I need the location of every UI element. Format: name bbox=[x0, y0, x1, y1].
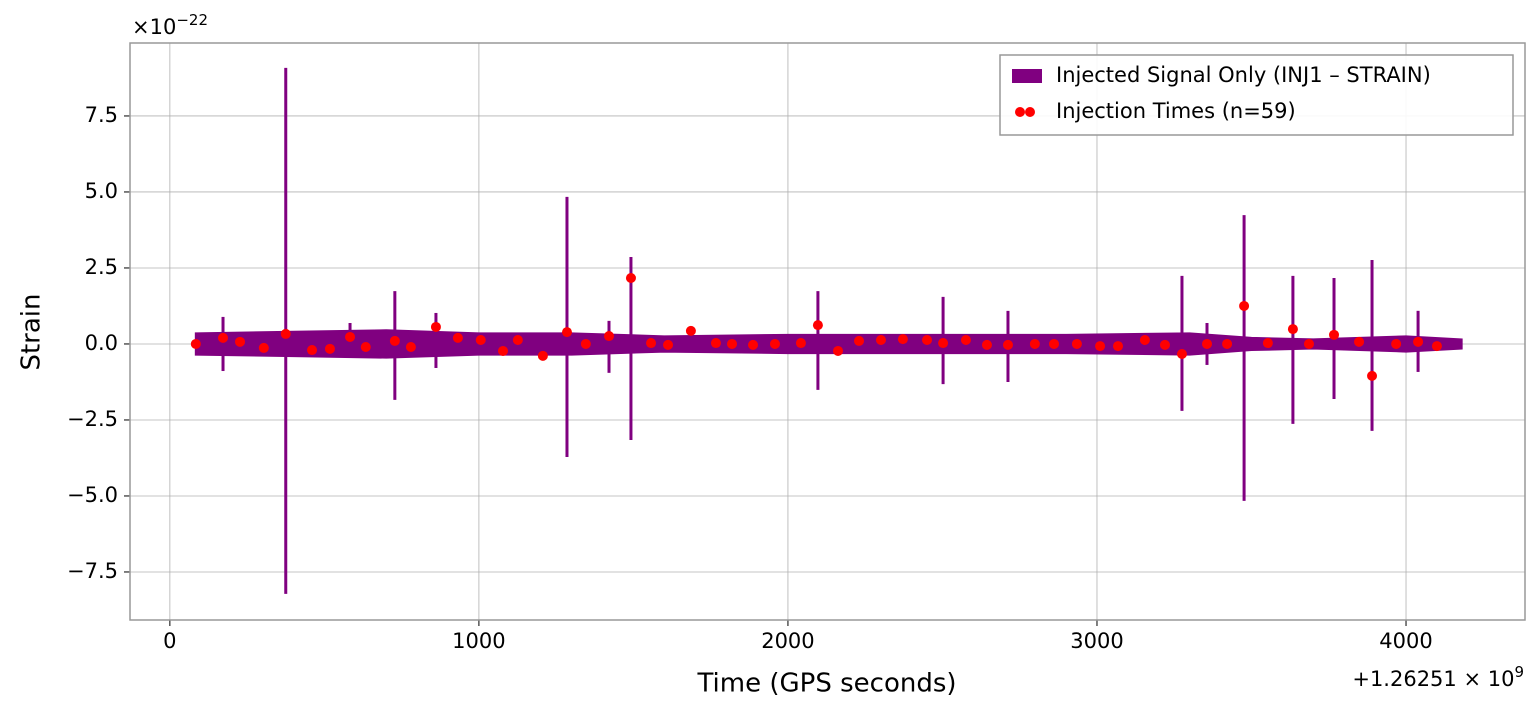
injection-point bbox=[580, 338, 591, 349]
injection-point bbox=[663, 339, 674, 350]
injection-point bbox=[498, 345, 509, 356]
injection-point bbox=[1029, 338, 1040, 349]
y-scale-exponent: −22 bbox=[176, 11, 208, 29]
y-tick-label: 7.5 bbox=[85, 103, 118, 127]
injection-point bbox=[280, 328, 291, 339]
y-tick-label: 5.0 bbox=[85, 179, 118, 203]
injection-point bbox=[1262, 338, 1273, 349]
injection-point bbox=[405, 342, 416, 353]
injection-point bbox=[307, 345, 318, 356]
injection-point bbox=[218, 332, 229, 343]
injection-point bbox=[1329, 329, 1340, 340]
injection-point bbox=[685, 325, 696, 336]
injection-point bbox=[537, 350, 548, 361]
x-tick-label: 2000 bbox=[761, 629, 814, 653]
legend-box bbox=[999, 54, 1514, 136]
legend-label: Injected Signal Only (INJ1 – STRAIN) bbox=[1056, 63, 1431, 87]
injection-point bbox=[1391, 338, 1402, 349]
injection-point bbox=[452, 332, 463, 343]
injection-point bbox=[1287, 324, 1298, 335]
x-tick-label: 0 bbox=[163, 629, 176, 653]
injection-point bbox=[875, 335, 886, 346]
injection-point bbox=[1176, 348, 1187, 359]
injection-point bbox=[389, 335, 400, 346]
legend: Injected Signal Only (INJ1 – STRAIN) Inje… bbox=[999, 54, 1514, 136]
legend-swatch bbox=[1012, 69, 1042, 83]
injection-point bbox=[258, 342, 269, 353]
injection-point bbox=[1201, 338, 1212, 349]
injection-point bbox=[1139, 335, 1150, 346]
injection-point bbox=[360, 342, 371, 353]
x-offset-exponent: 9 bbox=[1514, 663, 1524, 681]
y-scale-label: ×10−22 bbox=[132, 11, 208, 40]
y-tick-label: 0.0 bbox=[85, 331, 118, 355]
injection-point bbox=[646, 338, 657, 349]
injection-point bbox=[748, 339, 759, 350]
y-axis-label: Strain bbox=[17, 293, 47, 370]
y-tick-label: −7.5 bbox=[67, 559, 118, 583]
x-offset-label: +1.26251 × 109 bbox=[1352, 663, 1524, 692]
y-scale-base: ×10 bbox=[132, 15, 176, 39]
injection-point bbox=[833, 345, 844, 356]
injection-point bbox=[1367, 370, 1378, 381]
injection-point bbox=[710, 338, 721, 349]
x-offset-base: +1.26251 × 10 bbox=[1352, 667, 1514, 691]
injection-point bbox=[854, 335, 865, 346]
injection-point bbox=[1112, 341, 1123, 352]
legend-marker bbox=[1025, 107, 1035, 117]
injection-point bbox=[190, 338, 201, 349]
injection-point bbox=[1002, 339, 1013, 350]
injection-point bbox=[1159, 339, 1170, 350]
injection-point bbox=[795, 338, 806, 349]
injection-point bbox=[512, 335, 523, 346]
y-tick-label: −2.5 bbox=[67, 407, 118, 431]
injection-point bbox=[1095, 341, 1106, 352]
injection-point bbox=[1222, 338, 1233, 349]
y-tick-label: 2.5 bbox=[85, 255, 118, 279]
injection-point bbox=[475, 335, 486, 346]
injection-point bbox=[235, 336, 246, 347]
injection-point bbox=[1071, 338, 1082, 349]
x-axis-label: Time (GPS seconds) bbox=[696, 669, 956, 699]
injection-point bbox=[1431, 341, 1442, 352]
injection-point bbox=[1354, 336, 1365, 347]
injection-point bbox=[938, 338, 949, 349]
x-tick-label: 3000 bbox=[1070, 629, 1123, 653]
legend-label: Injection Times (n=59) bbox=[1056, 99, 1296, 123]
injection-point bbox=[1049, 338, 1060, 349]
injection-point bbox=[1303, 338, 1314, 349]
injection-point bbox=[769, 338, 780, 349]
injection-point bbox=[1239, 300, 1250, 311]
injection-point bbox=[981, 339, 992, 350]
y-tick-label: −5.0 bbox=[67, 483, 118, 507]
injection-point bbox=[430, 321, 441, 332]
injection-point bbox=[960, 335, 971, 346]
injection-point bbox=[1413, 336, 1424, 347]
plot-frame bbox=[129, 42, 1526, 621]
injection-point bbox=[625, 272, 636, 283]
injection-point bbox=[922, 335, 933, 346]
x-tick-label: 4000 bbox=[1379, 629, 1432, 653]
injection-point bbox=[812, 320, 823, 331]
injection-point bbox=[324, 343, 335, 354]
injection-point bbox=[897, 334, 908, 345]
injection-point bbox=[561, 327, 572, 338]
x-tick-label: 1000 bbox=[452, 629, 505, 653]
legend-marker bbox=[1015, 107, 1025, 117]
injection-point bbox=[727, 338, 738, 349]
injection-point bbox=[345, 331, 356, 342]
injection-point bbox=[604, 331, 615, 342]
